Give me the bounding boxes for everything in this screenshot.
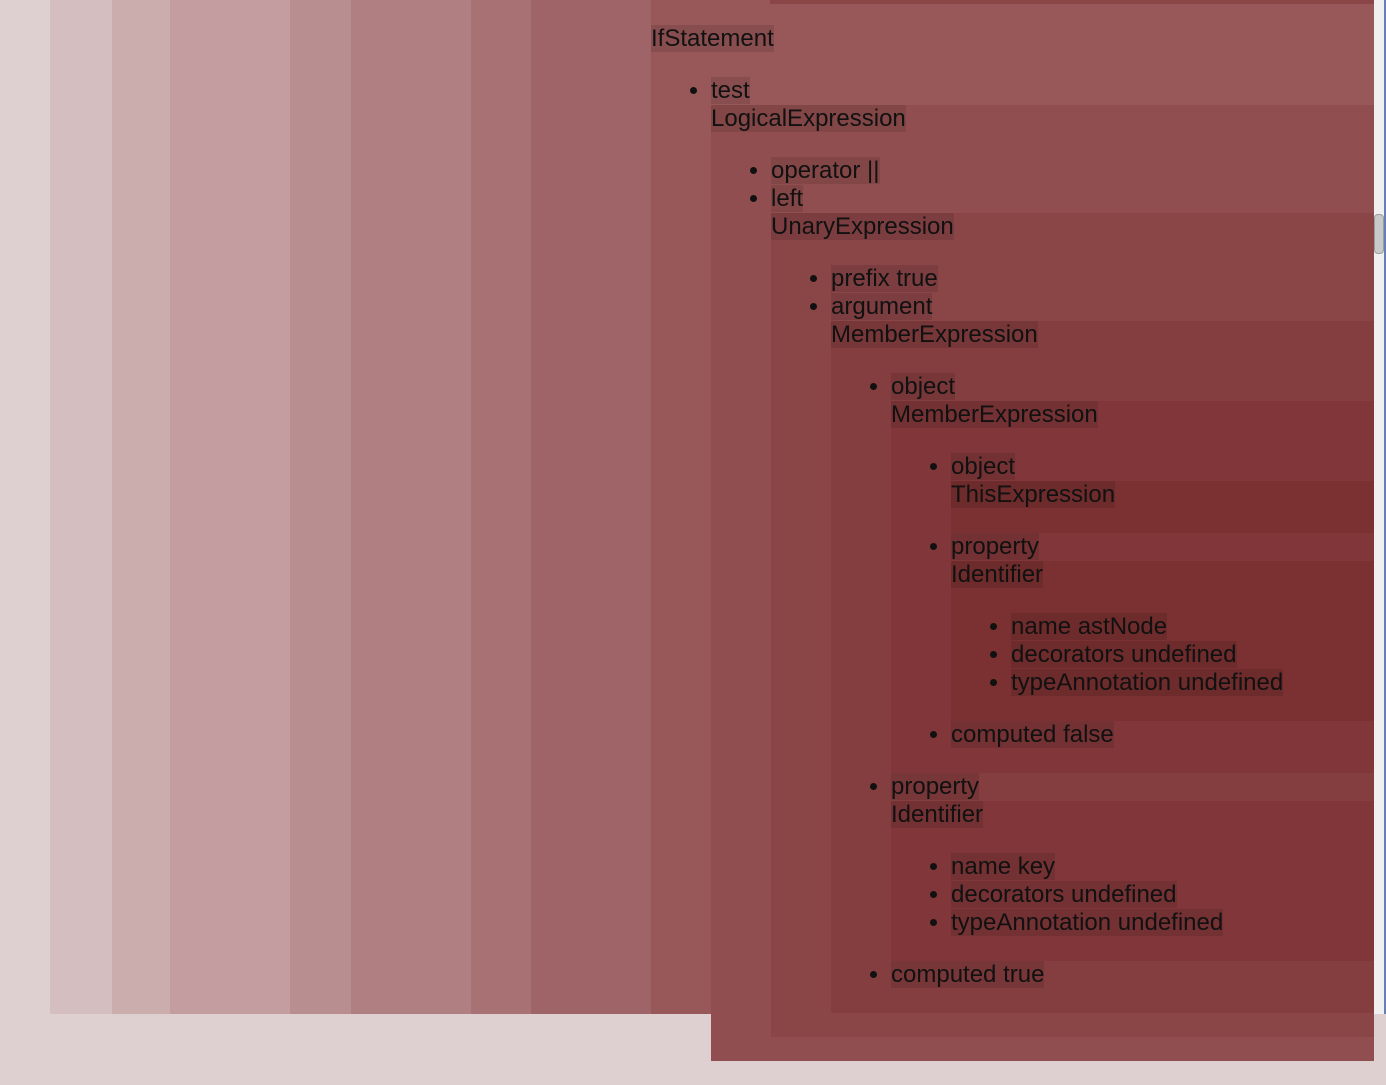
window-edge [1384,0,1386,1014]
node-property-list: prefix trueargumentMemberExpressionobjec… [771,265,1374,1013]
property-key[interactable]: property [891,773,980,800]
node-property-list: objectMemberExpressionobjectThisExpressi… [831,373,1374,989]
node-type-label[interactable]: LogicalExpression [711,105,906,132]
property-item: typeAnnotation undefined [951,909,1374,937]
node-type-label[interactable]: ThisExpression [951,481,1116,508]
node-property-list: name keydecorators undefinedtypeAnnotati… [891,853,1374,937]
property-key-value[interactable]: decorators undefined [951,881,1177,908]
property-key[interactable]: argument [831,293,933,320]
node-type-label[interactable]: UnaryExpression [771,213,954,240]
indent-band-7 [531,0,651,1014]
property-item: operator || [771,157,1374,185]
indent-band-4 [290,0,351,1014]
indent-band-0 [0,0,50,1014]
property-key-value[interactable]: name astNode [1011,613,1168,640]
property-item: decorators undefined [951,881,1374,909]
node-type-label[interactable]: IfStatement [651,25,774,52]
indent-band-6 [471,0,531,1014]
property-key-value[interactable]: typeAnnotation undefined [951,909,1224,936]
property-key-value[interactable]: prefix true [831,265,938,292]
property-key[interactable]: object [951,453,1016,480]
property-item: typeAnnotation undefined [1011,669,1374,697]
indent-band-2 [112,0,170,1014]
node-property-list: name astNodedecorators undefinedtypeAnno… [951,613,1374,697]
property-item: objectMemberExpressionobjectThisExpressi… [891,373,1374,773]
ast-node-MemberExpression: MemberExpressionobjectThisExpressionprop… [891,401,1374,773]
property-key-value[interactable]: operator || [771,157,880,184]
node-type-label[interactable]: Identifier [891,801,984,828]
property-key-value[interactable]: typeAnnotation undefined [1011,669,1284,696]
property-key-value[interactable]: computed true [891,961,1045,988]
property-item: computed true [891,961,1374,989]
property-item: leftUnaryExpressionprefix trueargumentMe… [771,185,1374,1037]
property-item: decorators undefined [1011,641,1374,669]
property-item: computed false [951,721,1374,749]
indent-band-1 [50,0,112,1014]
ast-node-LogicalExpression: LogicalExpression operator ||leftUnaryExp… [711,105,1374,1061]
vertical-scrollbar-thumb[interactable] [1374,214,1384,254]
node-property-list: objectThisExpressionpropertyIdentifierna… [891,453,1374,749]
indent-band-5 [351,0,471,1014]
node-type-label[interactable]: MemberExpression [891,401,1098,428]
property-key-value[interactable]: name key [951,853,1056,880]
property-item: name astNode [1011,613,1374,641]
property-key-value[interactable]: computed false [951,721,1114,748]
ast-node-Identifier: Identifier name astNodedecorators undefin… [951,561,1374,721]
property-item: name key [951,853,1374,881]
property-item: argumentMemberExpressionobjectMemberExpr… [831,293,1374,1013]
vertical-scrollbar-track[interactable] [1374,0,1384,1014]
property-key[interactable]: left [771,185,804,212]
indent-band-3 [170,0,290,1014]
ast-node-UnaryExpression: UnaryExpressionprefix trueargumentMember… [771,213,1374,1037]
ast-node-MemberExpression: MemberExpressionobjectMemberExpressionob… [831,321,1374,1013]
property-item: prefix true [831,265,1374,293]
ast-node-Identifier: Identifier name keydecorators undefinedty… [891,801,1374,961]
property-key[interactable]: property [951,533,1040,560]
node-type-label[interactable]: MemberExpression [831,321,1038,348]
property-key[interactable]: object [891,373,956,400]
property-key[interactable]: test [711,77,750,104]
ast-node-ThisExpression: ThisExpression [951,481,1374,533]
partial-node-above [770,0,1374,4]
property-key-value[interactable]: decorators undefined [1011,641,1237,668]
node-type-label[interactable]: Identifier [951,561,1044,588]
